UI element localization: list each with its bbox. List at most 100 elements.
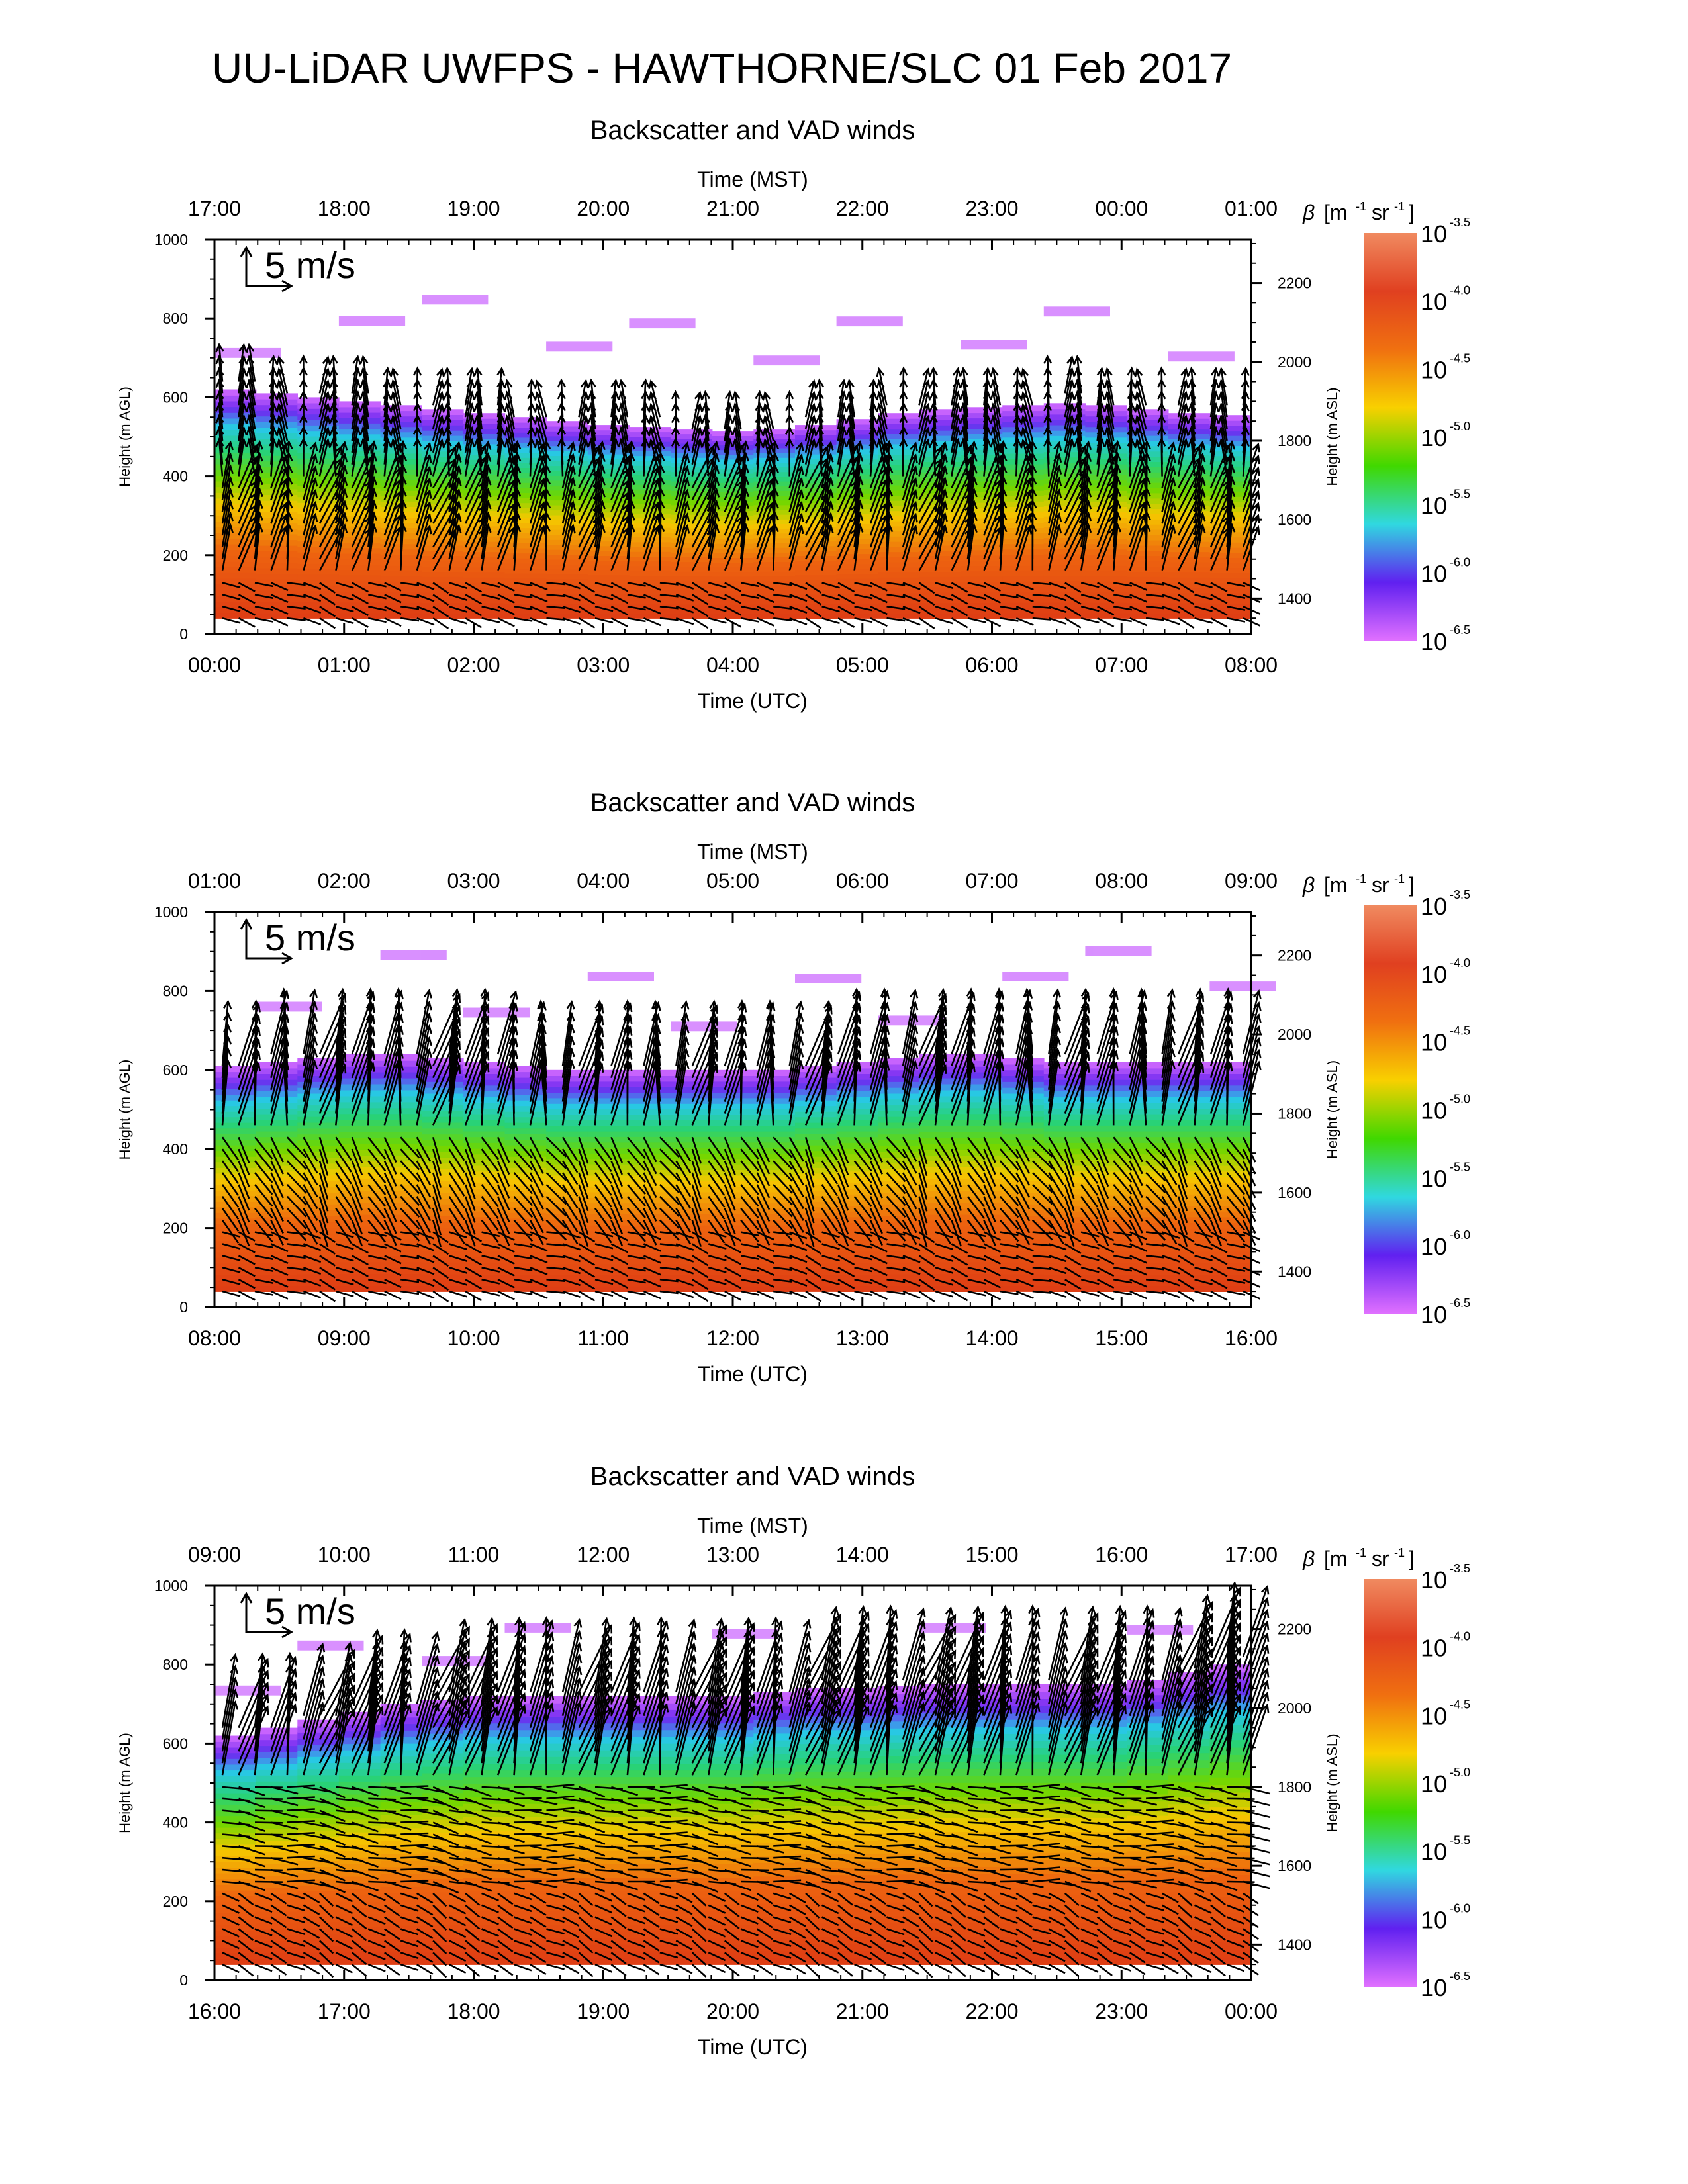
wind-arrow bbox=[992, 380, 1002, 418]
heatmap-cell bbox=[795, 1133, 837, 1140]
heatmap-cell bbox=[795, 453, 837, 459]
heatmap-cell bbox=[961, 465, 1003, 471]
heatmap-cell bbox=[671, 490, 713, 496]
wind-arrow bbox=[804, 416, 815, 453]
wind-arrow bbox=[610, 480, 630, 524]
wind-arrowhead bbox=[740, 451, 750, 462]
cloud-patch bbox=[1209, 981, 1276, 991]
wind-arrowhead bbox=[504, 379, 513, 389]
wind-arrowhead bbox=[671, 390, 680, 400]
heatmap-cell bbox=[1168, 459, 1211, 465]
wind-arrow bbox=[837, 492, 858, 536]
wind-arrowhead bbox=[626, 451, 635, 462]
wind-arrow bbox=[218, 392, 224, 430]
wind-arrow bbox=[1022, 428, 1034, 465]
wind-arrowhead bbox=[982, 366, 992, 377]
heatmap-cell bbox=[504, 477, 547, 483]
wind-arrow bbox=[704, 439, 710, 477]
heatmap-cell bbox=[587, 1147, 630, 1154]
wind-arrowhead bbox=[496, 366, 506, 377]
heatmap-cell bbox=[712, 553, 755, 558]
panel-title: Backscatter and VAD winds bbox=[590, 116, 915, 145]
heatmap-cell bbox=[1043, 522, 1086, 527]
heatmap-cell bbox=[1002, 586, 1045, 592]
heatmap-cell bbox=[214, 538, 257, 545]
wind-arrow bbox=[218, 344, 224, 382]
wind-arrow bbox=[739, 512, 747, 559]
heatmap-cell bbox=[546, 603, 588, 610]
heatmap-cell bbox=[836, 433, 878, 440]
wind-arrow bbox=[432, 404, 443, 441]
heatmap-cell bbox=[795, 1122, 837, 1129]
heatmap-cell bbox=[422, 477, 464, 483]
wind-arrow bbox=[536, 428, 547, 465]
heatmap-cell bbox=[1168, 484, 1211, 491]
wind-arrow bbox=[496, 504, 516, 548]
wind-arrow bbox=[610, 392, 617, 430]
wind-arrow bbox=[278, 428, 289, 465]
colorbar-label-exp2: -1 bbox=[1394, 200, 1405, 213]
wind-arrow bbox=[983, 594, 1002, 604]
wind-arrow bbox=[506, 380, 515, 418]
wind-arrowhead bbox=[910, 441, 918, 452]
wind-arrow bbox=[318, 447, 342, 489]
heatmap-cell bbox=[297, 491, 340, 498]
wind-arrow bbox=[643, 606, 661, 615]
heatmap-cell bbox=[795, 1105, 837, 1112]
heatmap-cell bbox=[753, 1258, 796, 1265]
wind-arrow bbox=[708, 594, 727, 600]
wind-arrow bbox=[708, 489, 718, 536]
heatmap-cell bbox=[961, 597, 1003, 604]
wind-arrow bbox=[481, 617, 500, 623]
heatmap-cell bbox=[919, 514, 962, 520]
heatmap-cell bbox=[919, 420, 962, 426]
heatmap-cell bbox=[587, 1136, 630, 1143]
heatmap-cell bbox=[297, 430, 340, 437]
heatmap-cell bbox=[878, 525, 920, 532]
heatmap-cell bbox=[214, 480, 257, 488]
wind-arrow bbox=[362, 404, 369, 441]
wind-arrow bbox=[464, 528, 486, 572]
heatmap-cell bbox=[836, 563, 878, 569]
wind-arrow bbox=[724, 392, 731, 430]
heatmap-cell bbox=[338, 559, 381, 565]
wind-arrow bbox=[610, 516, 630, 560]
heatmap-cell bbox=[1127, 608, 1169, 614]
heatmap-cell bbox=[1002, 517, 1045, 523]
wind-arrow bbox=[416, 490, 431, 536]
wind-arrow bbox=[416, 443, 431, 488]
colorbar-tick-exponent: -4.5 bbox=[1450, 351, 1470, 365]
wind-arrow bbox=[869, 468, 888, 512]
heatmap-cell bbox=[1168, 582, 1211, 588]
wind-arrow bbox=[578, 428, 587, 465]
heatmap-cell bbox=[878, 1128, 920, 1135]
heatmap-cell bbox=[795, 482, 837, 488]
heatmap-cell bbox=[878, 413, 920, 419]
wind-arrow bbox=[481, 453, 489, 500]
heatmap-cell bbox=[795, 608, 837, 614]
wind-arrow bbox=[1048, 502, 1060, 548]
wind-arrow bbox=[562, 582, 581, 590]
wind-arrow bbox=[476, 404, 483, 441]
heatmap-cell bbox=[671, 599, 713, 605]
wind-arrow bbox=[546, 594, 565, 598]
wind-arrowhead bbox=[899, 366, 908, 376]
wind-arrow bbox=[934, 454, 946, 500]
wind-arrow bbox=[1022, 416, 1034, 453]
wind-arrow bbox=[878, 381, 888, 418]
wind-arrow bbox=[222, 594, 241, 600]
wind-arrow bbox=[319, 594, 336, 606]
heatmap-cell bbox=[214, 492, 257, 499]
heatmap-cell bbox=[338, 493, 381, 500]
heatmap-cell bbox=[878, 495, 920, 501]
heatmap-cell bbox=[671, 467, 713, 473]
heatmap-cell bbox=[504, 1088, 547, 1095]
y-tick-label: 1000 bbox=[154, 231, 188, 248]
wind-arrow bbox=[789, 606, 808, 614]
wind-arrow bbox=[610, 404, 617, 441]
wind-arrowhead bbox=[838, 379, 847, 388]
heatmap-cell bbox=[671, 552, 713, 557]
wind-arrow bbox=[821, 442, 832, 488]
wind-arrow bbox=[643, 443, 659, 488]
